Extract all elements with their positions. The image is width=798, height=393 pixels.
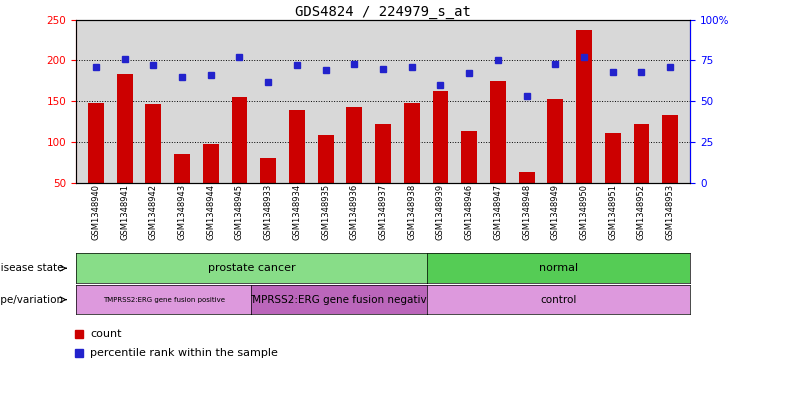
Bar <box>404 103 420 183</box>
Bar <box>490 81 506 183</box>
Bar <box>117 74 132 183</box>
Bar <box>203 143 219 183</box>
Bar <box>346 107 362 183</box>
Bar <box>231 97 247 183</box>
Bar <box>433 91 448 183</box>
Bar <box>461 131 477 183</box>
Text: percentile rank within the sample: percentile rank within the sample <box>90 348 278 358</box>
Text: normal: normal <box>539 263 579 273</box>
Bar <box>662 115 678 183</box>
Bar <box>634 124 650 183</box>
Bar <box>375 124 391 183</box>
Text: genotype/variation: genotype/variation <box>0 295 63 305</box>
Text: prostate cancer: prostate cancer <box>207 263 295 273</box>
Bar <box>318 135 334 183</box>
Bar <box>289 110 305 183</box>
Bar <box>88 103 104 183</box>
Text: disease state: disease state <box>0 263 63 273</box>
Text: TMPRSS2:ERG gene fusion negative: TMPRSS2:ERG gene fusion negative <box>246 295 433 305</box>
Text: TMPRSS2:ERG gene fusion positive: TMPRSS2:ERG gene fusion positive <box>103 297 224 303</box>
Bar <box>547 99 563 183</box>
Bar <box>145 104 161 183</box>
Bar <box>576 30 592 183</box>
Bar <box>519 172 535 183</box>
Bar <box>605 133 621 183</box>
Bar <box>174 154 190 183</box>
Text: count: count <box>90 329 121 340</box>
Bar <box>260 158 276 183</box>
Title: GDS4824 / 224979_s_at: GDS4824 / 224979_s_at <box>295 5 471 18</box>
Text: control: control <box>540 295 577 305</box>
